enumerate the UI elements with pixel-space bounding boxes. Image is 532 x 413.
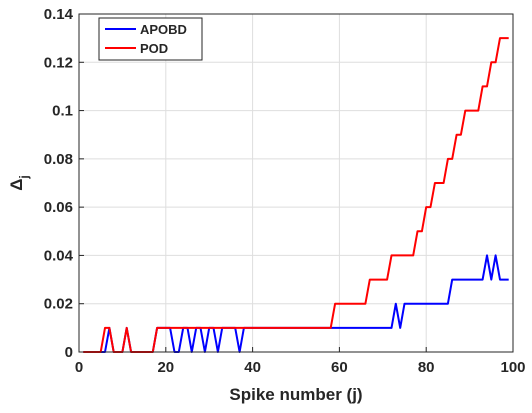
x-tick-label: 0 bbox=[75, 359, 83, 376]
y-tick-label: 0 bbox=[65, 344, 73, 361]
legend: APOBD POD bbox=[98, 17, 203, 61]
x-tick-label: 60 bbox=[331, 359, 348, 376]
legend-box bbox=[98, 17, 203, 61]
y-tick-label: 0.04 bbox=[44, 247, 74, 264]
y-axis-ticks: 0 0.02 0.04 0.06 0.08 0.1 0.12 0.14 bbox=[44, 6, 84, 361]
legend-label-apobd: APOBD bbox=[140, 22, 187, 37]
y-tick-label: 0.08 bbox=[44, 151, 73, 168]
y-tick-label: 0.12 bbox=[44, 54, 73, 71]
y-axis-title-symbol: Δ bbox=[7, 179, 26, 191]
y-axis-title-group: Δj bbox=[7, 175, 31, 191]
y-axis-title: Δj bbox=[7, 175, 31, 191]
x-tick-label: 100 bbox=[500, 359, 525, 376]
legend-label-pod: POD bbox=[140, 41, 168, 56]
x-tick-label: 80 bbox=[418, 359, 435, 376]
grid-lines bbox=[79, 14, 513, 352]
plot-frame bbox=[78, 13, 514, 353]
y-tick-label: 0.14 bbox=[44, 6, 74, 23]
x-axis-ticks: 0 20 40 60 80 100 bbox=[75, 347, 526, 376]
series-line-pod bbox=[83, 37, 509, 353]
x-tick-label: 40 bbox=[244, 359, 261, 376]
y-tick-label: 0.06 bbox=[44, 199, 73, 216]
y-tick-label: 0.1 bbox=[52, 103, 73, 120]
y-tick-label: 0.02 bbox=[44, 296, 73, 313]
y-axis-title-subscript: j bbox=[17, 175, 31, 179]
x-axis-title: Spike number (j) bbox=[229, 385, 362, 404]
x-tick-label: 20 bbox=[157, 359, 174, 376]
